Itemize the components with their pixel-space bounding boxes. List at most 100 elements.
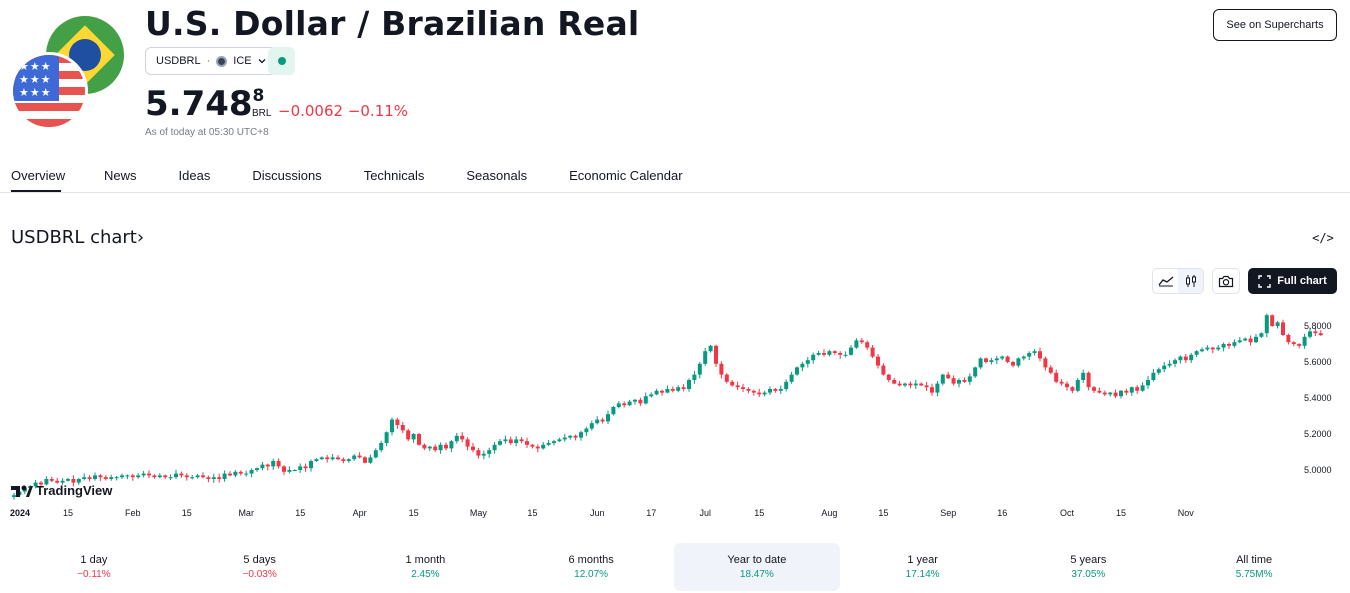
period-label: 1 day xyxy=(80,554,108,566)
candle xyxy=(1162,361,1167,373)
candle xyxy=(255,467,259,472)
candle xyxy=(449,440,454,453)
candle xyxy=(238,470,243,476)
candle xyxy=(546,440,551,447)
candle xyxy=(946,371,951,380)
tab-ideas[interactable]: Ideas xyxy=(178,168,211,183)
candle xyxy=(1005,355,1010,364)
candle xyxy=(498,439,502,446)
candle xyxy=(309,459,313,472)
candle xyxy=(616,401,621,409)
candle xyxy=(44,476,49,486)
candle xyxy=(93,472,97,481)
candle xyxy=(984,357,988,364)
candle xyxy=(136,473,141,479)
candle xyxy=(692,371,697,384)
tab-technicals[interactable]: Technicals xyxy=(363,168,425,183)
candle xyxy=(730,380,735,387)
snapshot-button[interactable] xyxy=(1212,268,1240,294)
candle xyxy=(687,378,691,392)
period-label: 5 years xyxy=(1070,554,1107,566)
period-5-days[interactable]: 5 days −0.03% xyxy=(177,543,343,591)
tab-news[interactable]: News xyxy=(104,168,137,183)
full-chart-button[interactable]: Full chart xyxy=(1248,268,1337,294)
candle xyxy=(1011,360,1015,368)
period-6-months[interactable]: 6 months 12.07% xyxy=(508,543,674,591)
candle xyxy=(579,430,583,441)
period-all-time[interactable]: All time 5.75M% xyxy=(1171,543,1337,591)
candle xyxy=(330,453,335,461)
symbol-exchange-dropdown[interactable]: USDBRL · ICE xyxy=(145,47,277,75)
tab-seasonals[interactable]: Seasonals xyxy=(466,168,528,183)
period-1-day[interactable]: 1 day −0.11% xyxy=(11,543,177,591)
x-axis-tick: 15 xyxy=(409,508,419,518)
candle xyxy=(562,433,567,442)
candle xyxy=(1059,379,1064,386)
tab-discussions[interactable]: Discussions xyxy=(252,168,322,183)
period-label: Year to date xyxy=(727,554,787,566)
chart-heading-link[interactable]: USDBRL chart› xyxy=(11,227,144,248)
candle xyxy=(379,440,384,453)
period-year-to-date[interactable]: Year to date 18.47% xyxy=(674,543,840,591)
x-axis-tick: 16 xyxy=(997,508,1007,518)
x-axis-tick: 15 xyxy=(63,508,73,518)
candle xyxy=(1081,369,1086,383)
see-on-supercharts-button[interactable]: See on Supercharts xyxy=(1213,9,1337,41)
x-axis-tick: Nov xyxy=(1178,508,1195,518)
candle xyxy=(1048,365,1053,375)
market-open-dot-icon xyxy=(277,57,286,65)
y-axis-tick: 5.4000 xyxy=(1304,393,1332,403)
candle xyxy=(141,470,146,478)
candle-chart-style-button[interactable] xyxy=(1178,269,1203,293)
period-1-month[interactable]: 1 month 2.45% xyxy=(343,543,509,591)
code-icon: </> xyxy=(1312,231,1334,245)
x-axis-tick: Jun xyxy=(590,508,605,518)
candle xyxy=(319,456,324,460)
x-axis-tick: 15 xyxy=(295,508,305,518)
x-axis-tick: 15 xyxy=(182,508,192,518)
candle xyxy=(168,474,173,481)
candle xyxy=(1194,350,1199,357)
price-main: 5.748 xyxy=(145,84,253,124)
embed-code-button[interactable]: </> xyxy=(1312,228,1334,248)
candle xyxy=(87,475,92,482)
period-5-years[interactable]: 5 years 37.05% xyxy=(1006,543,1172,591)
candle xyxy=(1119,389,1123,399)
candle xyxy=(746,387,751,394)
candle xyxy=(757,388,762,398)
candle xyxy=(114,475,119,481)
period-1-year[interactable]: 1 year 17.14% xyxy=(840,543,1006,591)
candle xyxy=(897,380,902,387)
candle xyxy=(919,382,924,387)
price-chart[interactable]: 5.0000 5.2000 5.4000 5.6000 5.8000 2024 15 Feb 1… xyxy=(0,300,1350,530)
candle xyxy=(1302,333,1307,349)
candle xyxy=(973,366,978,378)
candle xyxy=(957,378,961,388)
candle xyxy=(724,372,729,384)
candle xyxy=(98,474,103,482)
candle xyxy=(638,397,643,406)
candle xyxy=(174,469,178,479)
candle xyxy=(1178,355,1183,364)
area-chart-style-button[interactable] xyxy=(1153,269,1178,293)
page-title: U.S. Dollar / Brazilian Real xyxy=(145,4,640,43)
x-axis-tick: 2024 xyxy=(10,508,30,518)
candle xyxy=(1237,336,1242,344)
period-change-value: 5.75M% xyxy=(1235,569,1273,580)
candle xyxy=(525,437,529,448)
tab-overview[interactable]: Overview xyxy=(11,168,65,192)
x-axis-tick: 15 xyxy=(1116,508,1126,518)
candle xyxy=(1281,319,1285,337)
candle xyxy=(751,389,756,396)
candle xyxy=(1200,347,1204,353)
candle xyxy=(49,476,54,483)
candle xyxy=(363,456,367,464)
market-status-badge[interactable] xyxy=(268,47,295,75)
candle xyxy=(157,473,162,479)
price-currency: BRL xyxy=(252,108,272,119)
tab-economic-calendar[interactable]: Economic Calendar xyxy=(569,168,683,183)
candle xyxy=(800,361,805,372)
candle xyxy=(265,463,270,471)
candle xyxy=(962,377,967,383)
candle xyxy=(1000,355,1005,361)
